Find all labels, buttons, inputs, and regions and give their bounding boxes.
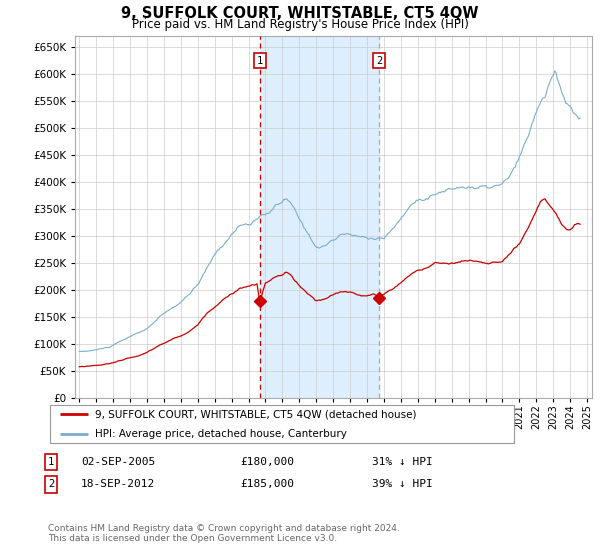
FancyBboxPatch shape: [50, 405, 514, 443]
Text: 02-SEP-2005: 02-SEP-2005: [81, 457, 155, 467]
Text: 9, SUFFOLK COURT, WHITSTABLE, CT5 4QW: 9, SUFFOLK COURT, WHITSTABLE, CT5 4QW: [121, 6, 479, 21]
Text: Price paid vs. HM Land Registry's House Price Index (HPI): Price paid vs. HM Land Registry's House …: [131, 18, 469, 31]
Text: 31% ↓ HPI: 31% ↓ HPI: [372, 457, 433, 467]
Bar: [260, 36, 379, 398]
Text: 18-SEP-2012: 18-SEP-2012: [81, 479, 155, 489]
Text: 39% ↓ HPI: 39% ↓ HPI: [372, 479, 433, 489]
Text: HPI: Average price, detached house, Canterbury: HPI: Average price, detached house, Cant…: [95, 429, 347, 438]
Text: 1: 1: [48, 457, 54, 467]
Text: 1: 1: [257, 55, 263, 66]
Text: £180,000: £180,000: [240, 457, 294, 467]
Text: 2: 2: [376, 55, 382, 66]
Text: 2: 2: [48, 479, 54, 489]
Text: 9, SUFFOLK COURT, WHITSTABLE, CT5 4QW (detached house): 9, SUFFOLK COURT, WHITSTABLE, CT5 4QW (d…: [95, 409, 416, 419]
Text: £185,000: £185,000: [240, 479, 294, 489]
Text: Contains HM Land Registry data © Crown copyright and database right 2024.
This d: Contains HM Land Registry data © Crown c…: [48, 524, 400, 543]
